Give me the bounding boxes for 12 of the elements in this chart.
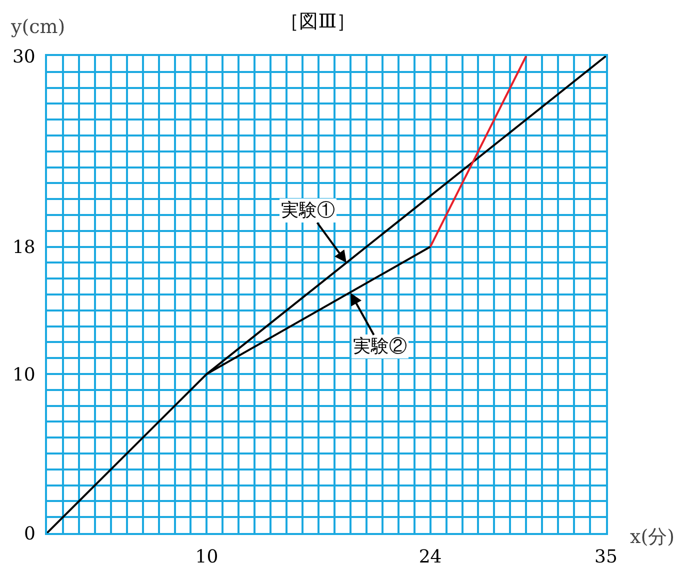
y-tick-label: 0 [24,523,36,544]
y-tick-label: 30 [12,46,36,68]
annotation: 実験② [353,336,407,357]
x-axis-title: x(分) [630,526,675,548]
y-tick-label: 10 [12,364,36,386]
y-tick-label: 18 [12,237,36,258]
annotation: 実験① [281,200,335,221]
x-tick-label: 24 [418,546,442,568]
chart-title: ［図Ⅲ］ [280,10,356,33]
x-tick-label: 35 [594,546,618,568]
x-tick-label: 10 [195,546,218,568]
y-axis-title: y(cm) [10,16,66,38]
